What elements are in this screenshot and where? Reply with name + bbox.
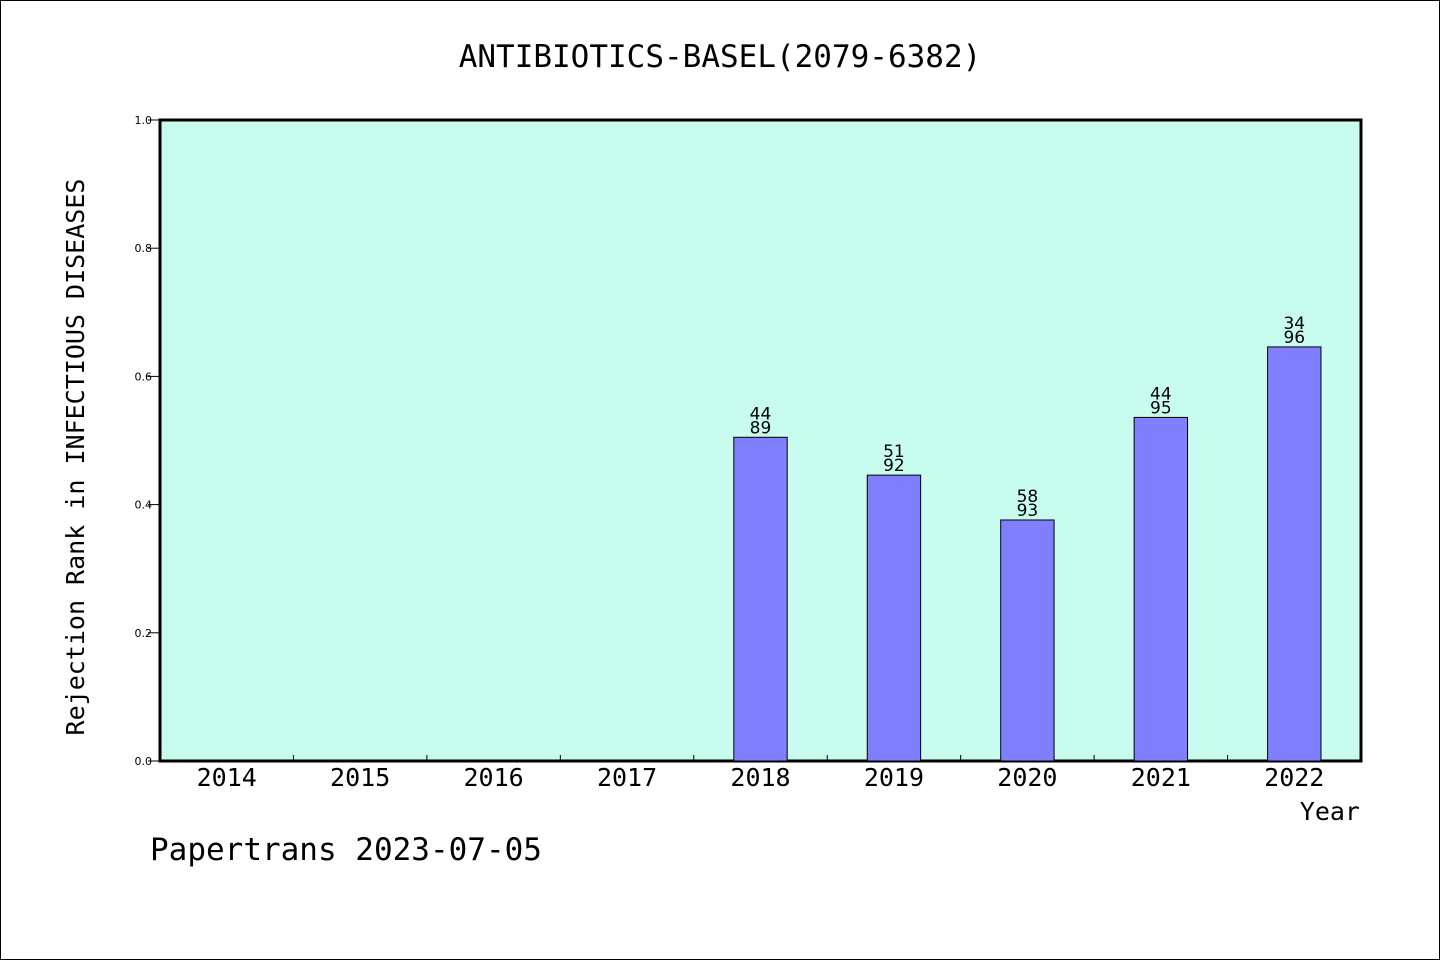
y-tick-label: 1.0 <box>135 114 153 127</box>
x-tick-label: 2015 <box>330 763 390 792</box>
y-axis-label: Rejection Rank in INFECTIOUS DISEASES <box>61 179 90 736</box>
chart-title: ANTIBIOTICS-BASEL(2079-6382) <box>459 39 982 75</box>
y-tick-label: 0.6 <box>135 370 153 383</box>
x-axis: 2014 2015 2016 2017 2018 2019 2020 2021 2022 <box>197 755 1324 792</box>
bar-data-label: 58 <box>1017 487 1039 507</box>
x-tick-label: 2022 <box>1264 763 1324 792</box>
x-tick-label: 2018 <box>730 763 790 792</box>
x-tick-label: 2019 <box>864 763 924 792</box>
x-tick-label: 2017 <box>597 763 657 792</box>
bar <box>1267 346 1322 762</box>
bar <box>1000 519 1055 762</box>
y-tick-label: 0.2 <box>135 627 153 640</box>
y-axis: 0.0 0.2 0.4 0.6 0.8 1.0 <box>135 114 160 768</box>
bar-data-label: 34 <box>1283 314 1305 334</box>
y-tick-label: 0.0 <box>135 755 153 768</box>
bar-data-label: 93 <box>1017 501 1039 521</box>
bar-data-label: 51 <box>883 442 905 462</box>
bar <box>733 436 788 762</box>
x-tick-label: 2020 <box>997 763 1057 792</box>
footer-caption: Papertrans 2023-07-05 <box>150 832 542 868</box>
bar-data-label: 89 <box>750 418 772 438</box>
bar-data-label: 92 <box>883 456 905 476</box>
bar-data-label: 44 <box>1150 384 1172 404</box>
bar-data-label: 44 <box>750 404 772 424</box>
bar-data-label: 96 <box>1283 328 1305 348</box>
x-tick-label: 2014 <box>197 763 257 792</box>
x-axis-label: Year <box>1300 797 1360 826</box>
x-tick-label: 2021 <box>1131 763 1191 792</box>
bar-series <box>733 346 1322 762</box>
y-tick-label: 0.4 <box>135 499 153 512</box>
bar <box>1133 416 1189 762</box>
bar-data-label: 95 <box>1150 398 1172 418</box>
y-tick-label: 0.8 <box>135 242 153 255</box>
x-tick-label: 2016 <box>464 763 524 792</box>
bar <box>866 474 922 762</box>
